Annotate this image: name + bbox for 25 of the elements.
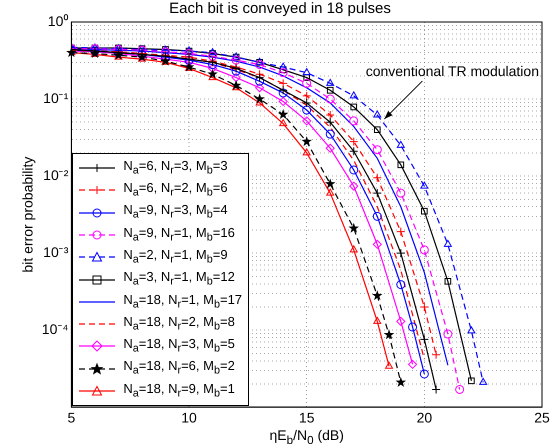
x-tick-label: 20 — [416, 409, 432, 426]
y-tick-label: 10⁻⁴ — [42, 321, 68, 338]
y-tick-label: 10⁻¹ — [43, 90, 69, 106]
legend-label: N$_{a}$=2, N$_{r}$=1, M$_{b}$=9 — [123, 246, 228, 268]
legend-label: N$_{a}$=18, N$_{r}$=3, M$_{b}$=5 — [123, 335, 235, 357]
chart-title: Each bit is conveyed in 18 pulses — [169, 0, 391, 18]
legend-label: N$_{a}$=18, N$_{r}$=1, M$_{b}$=17 — [123, 290, 242, 312]
y-axis-title: bit error probability — [19, 156, 36, 273]
legend-label: N$_{a}$=18, N$_{r}$=2, M$_{b}$=8 — [123, 312, 235, 334]
y-tick-label: 10⁻² — [43, 166, 69, 183]
x-tick-label: 5 — [67, 409, 76, 426]
legend-label: N$_{a}$=18, N$_{r}$=6, M$_{b}$=2 — [123, 357, 235, 380]
legend-label: N$_{a}$=18, N$_{r}$=9, M$_{b}$=1 — [123, 380, 235, 402]
annotation: conventional TR modulation — [366, 62, 539, 79]
y-tick-label: 10⁰ — [48, 12, 68, 29]
y-tick-label: 10⁻³ — [43, 244, 69, 260]
legend-label: N$_{a}$=6, N$_{r}$=3, M$_{b}$=3 — [123, 156, 228, 178]
legend-label: N$_{a}$=9, N$_{r}$=3, M$_{b}$=4 — [123, 201, 228, 223]
legend-label: N$_{a}$=3, N$_{r}$=1, M$_{b}$=12 — [123, 268, 235, 290]
legend-label: N$_{a}$=6, N$_{r}$=2, M$_{b}$=6 — [123, 179, 228, 201]
legend-label: N$_{a}$=9, N$_{r}$=1, M$_{b}$=16 — [123, 224, 235, 246]
x-axis-title: ηE$_{b}$/N$_{0}$ (dB) — [269, 427, 344, 444]
x-tick-label: 25 — [534, 409, 550, 426]
x-tick-label: 15 — [298, 409, 315, 426]
x-tick-label: 10 — [181, 409, 198, 426]
